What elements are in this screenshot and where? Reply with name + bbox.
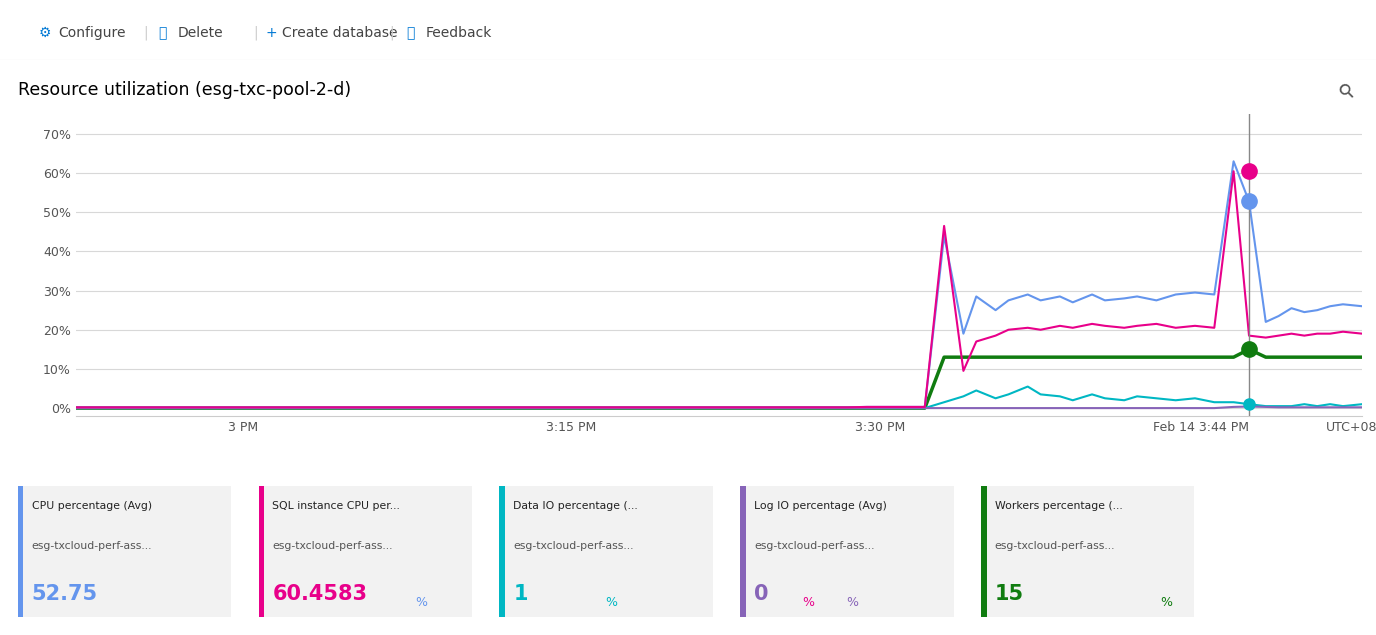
Text: SQL instance CPU per...: SQL instance CPU per... [272,502,400,511]
Text: 🗑: 🗑 [158,26,166,40]
Text: %: % [416,596,428,609]
Text: 1: 1 [513,584,528,605]
Text: Workers percentage (...: Workers percentage (... [995,502,1123,511]
Text: %: % [802,596,815,609]
Text: |: | [389,26,394,41]
Bar [505,486,713,617]
Bar [264,486,472,617]
Text: ⬜: ⬜ [406,26,414,40]
Text: 0: 0 [754,584,769,605]
Text: 60.4583: 60.4583 [272,584,367,605]
Text: Configure: Configure [58,26,125,40]
Text: Feedback: Feedback [425,26,491,40]
Text: esg-txcloud-perf-ass...: esg-txcloud-perf-ass... [272,541,394,551]
Text: Data IO percentage (...: Data IO percentage (... [513,502,638,511]
Bar [18,486,23,617]
Text: esg-txcloud-perf-ass...: esg-txcloud-perf-ass... [513,541,634,551]
Text: %: % [1160,596,1172,609]
Text: |: | [143,26,147,41]
Text: esg-txcloud-perf-ass...: esg-txcloud-perf-ass... [754,541,875,551]
Text: 15: 15 [995,584,1024,605]
Text: |: | [253,26,257,41]
Text: +: + [266,26,277,40]
Bar [23,486,231,617]
Text: ⚲: ⚲ [1335,78,1358,102]
Text: Create database: Create database [282,26,398,40]
Text: Log IO percentage (Avg): Log IO percentage (Avg) [754,502,888,511]
Bar [746,486,954,617]
Text: CPU percentage (Avg): CPU percentage (Avg) [32,502,151,511]
Text: %: % [846,596,859,609]
Text: Resource utilization (esg-txc-pool-2-d): Resource utilization (esg-txc-pool-2-d) [18,81,351,99]
Text: Delete: Delete [178,26,223,40]
Bar [740,486,746,617]
Bar [981,486,987,617]
Text: ⚙: ⚙ [39,26,51,40]
Text: %: % [605,596,618,609]
Bar [987,486,1194,617]
Text: esg-txcloud-perf-ass...: esg-txcloud-perf-ass... [995,541,1116,551]
Text: esg-txcloud-perf-ass...: esg-txcloud-perf-ass... [32,541,153,551]
Bar [499,486,505,617]
Text: 52.75: 52.75 [32,584,98,605]
Bar [259,486,264,617]
